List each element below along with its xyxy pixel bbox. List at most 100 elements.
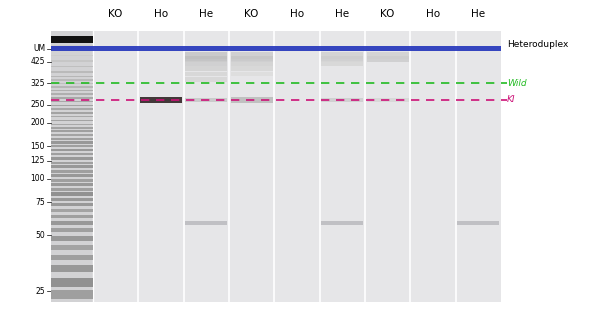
Bar [51, 145, 93, 147]
Bar [51, 183, 93, 186]
Text: 125: 125 [31, 156, 45, 165]
Text: KO: KO [244, 9, 259, 19]
Bar [51, 165, 93, 169]
Bar [51, 119, 93, 121]
Bar [51, 134, 93, 136]
Bar [231, 97, 272, 103]
Bar [185, 56, 227, 62]
Text: 250: 250 [31, 100, 45, 109]
Text: KI: KI [507, 95, 515, 104]
Bar [322, 221, 363, 225]
Bar [51, 44, 93, 46]
Bar [51, 215, 93, 218]
Bar [51, 66, 93, 67]
Text: UM: UM [33, 44, 45, 53]
Bar [51, 229, 93, 232]
Bar [51, 86, 93, 88]
Text: 325: 325 [31, 79, 45, 88]
Bar [51, 162, 93, 164]
Bar [51, 266, 93, 272]
Bar [51, 123, 93, 125]
Bar [185, 77, 227, 82]
Bar [51, 197, 93, 201]
Bar [367, 56, 409, 62]
Bar [51, 39, 93, 40]
Bar [231, 61, 272, 66]
Text: Ho: Ho [426, 9, 440, 19]
Bar [51, 90, 93, 91]
Bar [185, 52, 227, 58]
Text: 25: 25 [35, 287, 45, 296]
Bar [51, 79, 93, 81]
Bar [51, 149, 93, 151]
Bar [51, 153, 93, 155]
Bar [51, 290, 93, 299]
Text: Heteroduplex: Heteroduplex [507, 40, 568, 49]
Bar [185, 98, 227, 102]
Bar [51, 174, 93, 177]
Bar [231, 52, 272, 58]
Bar [51, 245, 93, 250]
Bar [367, 52, 409, 58]
Bar [51, 130, 93, 132]
Bar [51, 127, 93, 129]
Bar [51, 255, 93, 260]
Text: He: He [471, 9, 485, 19]
Bar [51, 278, 93, 286]
Bar [231, 56, 272, 62]
Bar [51, 104, 93, 106]
Bar [51, 209, 93, 212]
Bar [51, 192, 93, 196]
Text: KO: KO [109, 9, 123, 19]
Text: 200: 200 [31, 118, 45, 127]
Bar [51, 179, 93, 182]
Text: Ho: Ho [290, 9, 304, 19]
Bar [185, 66, 227, 71]
Bar [51, 71, 93, 72]
Text: He: He [335, 9, 349, 19]
Bar [231, 72, 272, 77]
Bar [51, 170, 93, 173]
Bar [51, 49, 93, 51]
Bar [51, 157, 93, 160]
Text: 425: 425 [31, 57, 45, 66]
Bar [51, 138, 93, 140]
Bar [51, 31, 93, 302]
Bar [322, 56, 363, 62]
Bar [51, 36, 93, 43]
Bar [93, 31, 501, 302]
Bar [51, 221, 93, 225]
Text: 100: 100 [31, 174, 45, 183]
Text: KO: KO [380, 9, 395, 19]
Bar [51, 93, 93, 95]
Bar [51, 83, 93, 84]
Text: 150: 150 [31, 142, 45, 151]
Text: 50: 50 [35, 231, 45, 240]
Text: Wild: Wild [507, 79, 527, 88]
Bar [51, 108, 93, 110]
Bar [51, 112, 93, 114]
Bar [51, 54, 93, 56]
Bar [367, 98, 409, 102]
Bar [51, 116, 93, 117]
Bar [231, 66, 272, 71]
Bar [322, 61, 363, 66]
Bar [51, 97, 93, 99]
Bar [51, 203, 93, 206]
Bar [185, 72, 227, 77]
Bar [185, 221, 227, 225]
Bar [51, 236, 93, 241]
Bar [51, 46, 501, 51]
Bar [140, 97, 182, 103]
Text: Ho: Ho [154, 9, 168, 19]
Bar [51, 76, 93, 77]
Bar [322, 52, 363, 58]
Text: 75: 75 [35, 198, 45, 207]
Bar [51, 60, 93, 62]
Bar [457, 221, 499, 225]
Text: He: He [199, 9, 214, 19]
Bar [51, 188, 93, 191]
Bar [185, 61, 227, 66]
Bar [51, 141, 93, 144]
Bar [322, 98, 363, 102]
